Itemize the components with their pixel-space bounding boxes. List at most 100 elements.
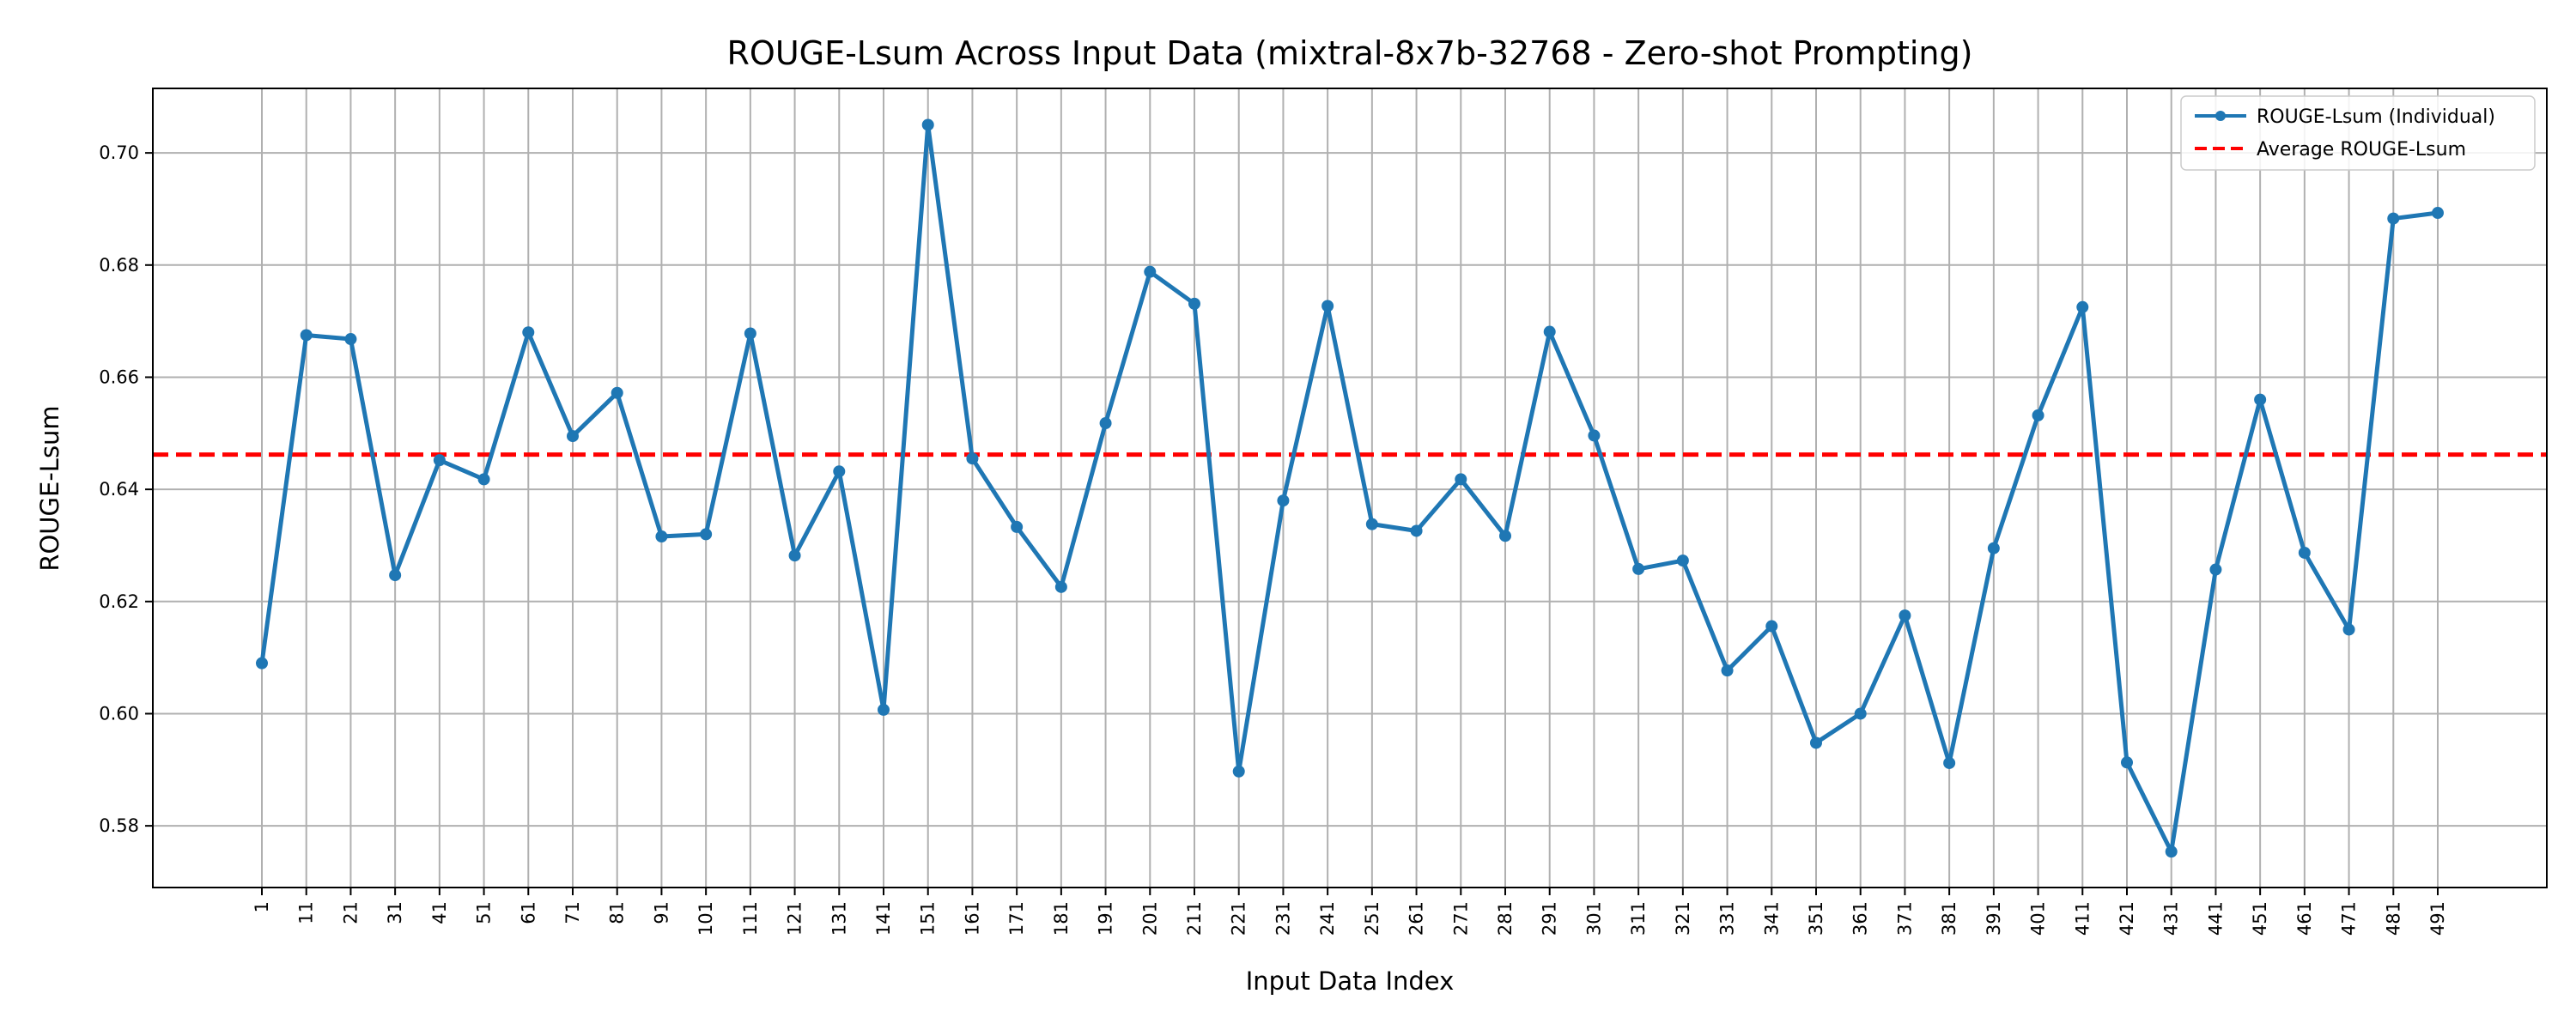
x-tick-layer: 1 11 21 31 41 51 61 71 81 91 101 111 121 131 141 151 161… xyxy=(252,888,2448,936)
x-tick-label: 41 xyxy=(429,901,450,924)
x-tick-label: 61 xyxy=(518,901,538,924)
legend-label-average: Average ROUGE-Lsum xyxy=(2257,139,2466,161)
x-tick-label: 161 xyxy=(962,901,982,936)
data-point xyxy=(1588,429,1601,442)
data-point xyxy=(389,569,402,582)
x-tick-label: 71 xyxy=(562,901,583,924)
data-point xyxy=(2032,409,2044,421)
data-point xyxy=(1854,707,1867,720)
data-point xyxy=(433,454,446,467)
x-tick-label: 291 xyxy=(1540,901,1560,936)
y-tick-label: 0.60 xyxy=(99,703,139,724)
y-tick-label: 0.64 xyxy=(99,479,139,500)
x-tick-label: 201 xyxy=(1139,901,1160,936)
x-tick-label: 101 xyxy=(696,901,716,936)
x-axis-label: Input Data Index xyxy=(1246,966,1455,996)
data-point xyxy=(1054,580,1067,593)
data-point xyxy=(2165,845,2178,858)
x-tick-label: 401 xyxy=(2028,901,2049,936)
legend-box xyxy=(2180,95,2536,171)
x-tick-label: 301 xyxy=(1583,901,1604,936)
data-point xyxy=(1188,297,1200,310)
chart-title: ROUGE-Lsum Across Input Data (mixtral-8x… xyxy=(727,34,1973,72)
data-point xyxy=(1232,765,1245,778)
x-tick-label: 151 xyxy=(918,901,939,936)
data-point xyxy=(2387,212,2400,225)
data-point xyxy=(1499,530,1511,542)
data-point xyxy=(344,333,357,346)
x-tick-label: 181 xyxy=(1051,901,1072,936)
x-tick-label: 311 xyxy=(1628,901,1649,936)
data-point xyxy=(567,430,579,443)
data-point xyxy=(522,326,535,339)
x-tick-label: 341 xyxy=(1761,901,1782,936)
data-point xyxy=(1943,756,1956,769)
data-point xyxy=(700,528,713,541)
data-point xyxy=(1277,494,1290,507)
data-point xyxy=(2298,546,2311,559)
x-tick-label: 51 xyxy=(474,901,495,924)
x-tick-label: 331 xyxy=(1717,901,1738,936)
x-tick-label: 11 xyxy=(296,901,317,924)
series-layer xyxy=(256,118,2444,858)
data-point xyxy=(1899,609,1911,622)
data-point xyxy=(878,703,890,716)
x-tick-label: 211 xyxy=(1184,901,1205,936)
grid-layer xyxy=(153,88,2547,888)
data-point xyxy=(1455,473,1467,486)
x-tick-label: 421 xyxy=(2117,901,2137,936)
data-point xyxy=(1410,524,1423,537)
data-point xyxy=(921,118,934,131)
y-tick-label: 0.66 xyxy=(99,367,139,387)
data-point xyxy=(2254,393,2267,406)
x-tick-label: 141 xyxy=(873,901,894,936)
x-tick-label: 111 xyxy=(740,901,761,936)
x-tick-label: 251 xyxy=(1362,901,1382,936)
x-tick-label: 271 xyxy=(1450,901,1471,936)
x-tick-label: 481 xyxy=(2383,901,2403,936)
x-tick-label: 461 xyxy=(2294,901,2315,936)
y-tick-label: 0.70 xyxy=(99,142,139,163)
data-point xyxy=(744,327,756,340)
data-point xyxy=(833,465,846,478)
data-point xyxy=(1543,325,1556,338)
data-point xyxy=(1365,518,1378,530)
x-tick-label: 411 xyxy=(2072,901,2093,936)
x-tick-label: 31 xyxy=(385,901,405,924)
x-tick-label: 131 xyxy=(829,901,849,936)
data-point xyxy=(1676,554,1689,567)
y-tick-label: 0.62 xyxy=(99,591,139,612)
x-tick-label: 1 xyxy=(252,901,272,912)
data-point xyxy=(2076,300,2089,313)
data-point xyxy=(2209,563,2222,576)
data-point xyxy=(1099,417,1112,430)
data-point xyxy=(1011,520,1024,533)
y-tick-label: 0.58 xyxy=(99,815,139,836)
x-tick-label: 391 xyxy=(1984,901,2004,936)
y-tick-layer: 0.58 0.60 0.62 0.64 0.66 0.68 0.70 xyxy=(99,142,153,836)
data-point xyxy=(256,657,268,670)
x-tick-label: 241 xyxy=(1317,901,1338,936)
x-tick-label: 491 xyxy=(2427,901,2448,936)
data-point xyxy=(611,386,623,399)
x-tick-label: 221 xyxy=(1229,901,1249,936)
x-tick-label: 231 xyxy=(1273,901,1293,936)
x-tick-label: 21 xyxy=(340,901,361,924)
data-point xyxy=(966,452,979,465)
data-point xyxy=(2432,207,2444,220)
data-point xyxy=(2121,756,2133,769)
legend: ROUGE-Lsum (Individual) Average ROUGE-Ls… xyxy=(2180,95,2536,171)
data-point xyxy=(788,549,801,562)
data-point xyxy=(1987,542,2000,554)
data-point xyxy=(1632,562,1645,575)
data-point xyxy=(2342,623,2355,636)
data-point xyxy=(655,530,668,543)
x-tick-label: 351 xyxy=(1806,901,1826,936)
y-axis-label: ROUGE-Lsum xyxy=(35,405,64,571)
data-point xyxy=(1765,620,1778,633)
data-point xyxy=(300,329,313,342)
data-point xyxy=(1321,300,1334,312)
x-tick-label: 431 xyxy=(2161,901,2182,936)
x-tick-label: 281 xyxy=(1495,901,1516,936)
